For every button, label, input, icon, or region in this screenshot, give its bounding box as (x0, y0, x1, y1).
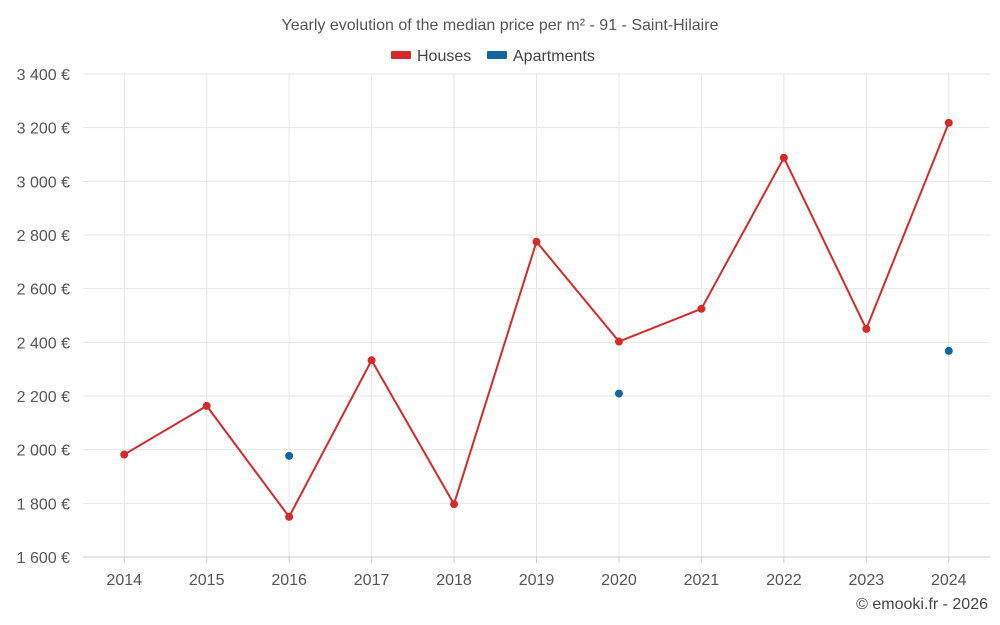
y-tick-label: 2 400 € (17, 335, 70, 352)
data-point-apartments[interactable] (285, 451, 294, 460)
x-tick-label: 2021 (684, 572, 720, 589)
y-tick-label: 1 600 € (17, 550, 70, 567)
data-point-houses[interactable] (532, 237, 541, 246)
x-axis-ticks: 2014 2015 2016 2017 2018 2019 2020 2021 2022 2023… (83, 556, 990, 589)
x-tick-label: 2018 (436, 572, 472, 589)
y-tick-label: 3 200 € (17, 121, 70, 138)
data-point-houses[interactable] (285, 512, 294, 521)
y-tick-label: 2 600 € (17, 282, 70, 299)
legend-swatch-houses (391, 51, 411, 59)
legend: Houses Apartments (391, 48, 595, 65)
x-tick-label: 2020 (601, 572, 637, 589)
data-point-houses[interactable] (944, 118, 953, 127)
data-point-houses[interactable] (614, 337, 623, 346)
credit-text: © emooki.fr - 2026 (856, 596, 988, 613)
data-point-apartments[interactable] (944, 346, 953, 355)
y-tick-label: 1 800 € (17, 496, 70, 513)
x-tick-label: 2022 (766, 572, 802, 589)
data-point-houses[interactable] (202, 401, 211, 410)
data-point-houses[interactable] (120, 450, 129, 459)
chart-title: Yearly evolution of the median price per… (282, 17, 719, 34)
x-tick-label: 2023 (849, 572, 885, 589)
y-tick-label: 2 000 € (17, 443, 70, 460)
y-tick-label: 3 000 € (17, 174, 70, 191)
data-point-houses[interactable] (450, 500, 459, 509)
x-tick-label: 2024 (931, 572, 967, 589)
data-point-houses[interactable] (862, 324, 871, 333)
plot-area (120, 118, 953, 521)
data-point-apartments[interactable] (614, 389, 623, 398)
data-point-houses[interactable] (697, 304, 706, 313)
legend-label-apartments: Apartments (513, 48, 595, 65)
x-tick-label: 2015 (189, 572, 225, 589)
data-point-houses[interactable] (367, 356, 376, 365)
x-tick-label: 2016 (271, 572, 307, 589)
legend-label-houses: Houses (417, 48, 471, 65)
y-axis-ticks: 1 600 € 1 800 € 2 000 € 2 200 € 2 400 € 2 600… (17, 67, 70, 567)
x-tick-label: 2014 (106, 572, 142, 589)
y-tick-label: 2 800 € (17, 228, 70, 245)
legend-swatch-apartments (487, 51, 507, 59)
data-point-houses[interactable] (779, 153, 788, 162)
legend-item-houses[interactable]: Houses (391, 48, 471, 65)
y-tick-label: 2 200 € (17, 389, 70, 406)
legend-item-apartments[interactable]: Apartments (487, 48, 595, 65)
grid (83, 73, 990, 558)
y-tick-label: 3 400 € (17, 67, 70, 84)
x-tick-label: 2017 (354, 572, 390, 589)
x-tick-label: 2019 (519, 572, 555, 589)
